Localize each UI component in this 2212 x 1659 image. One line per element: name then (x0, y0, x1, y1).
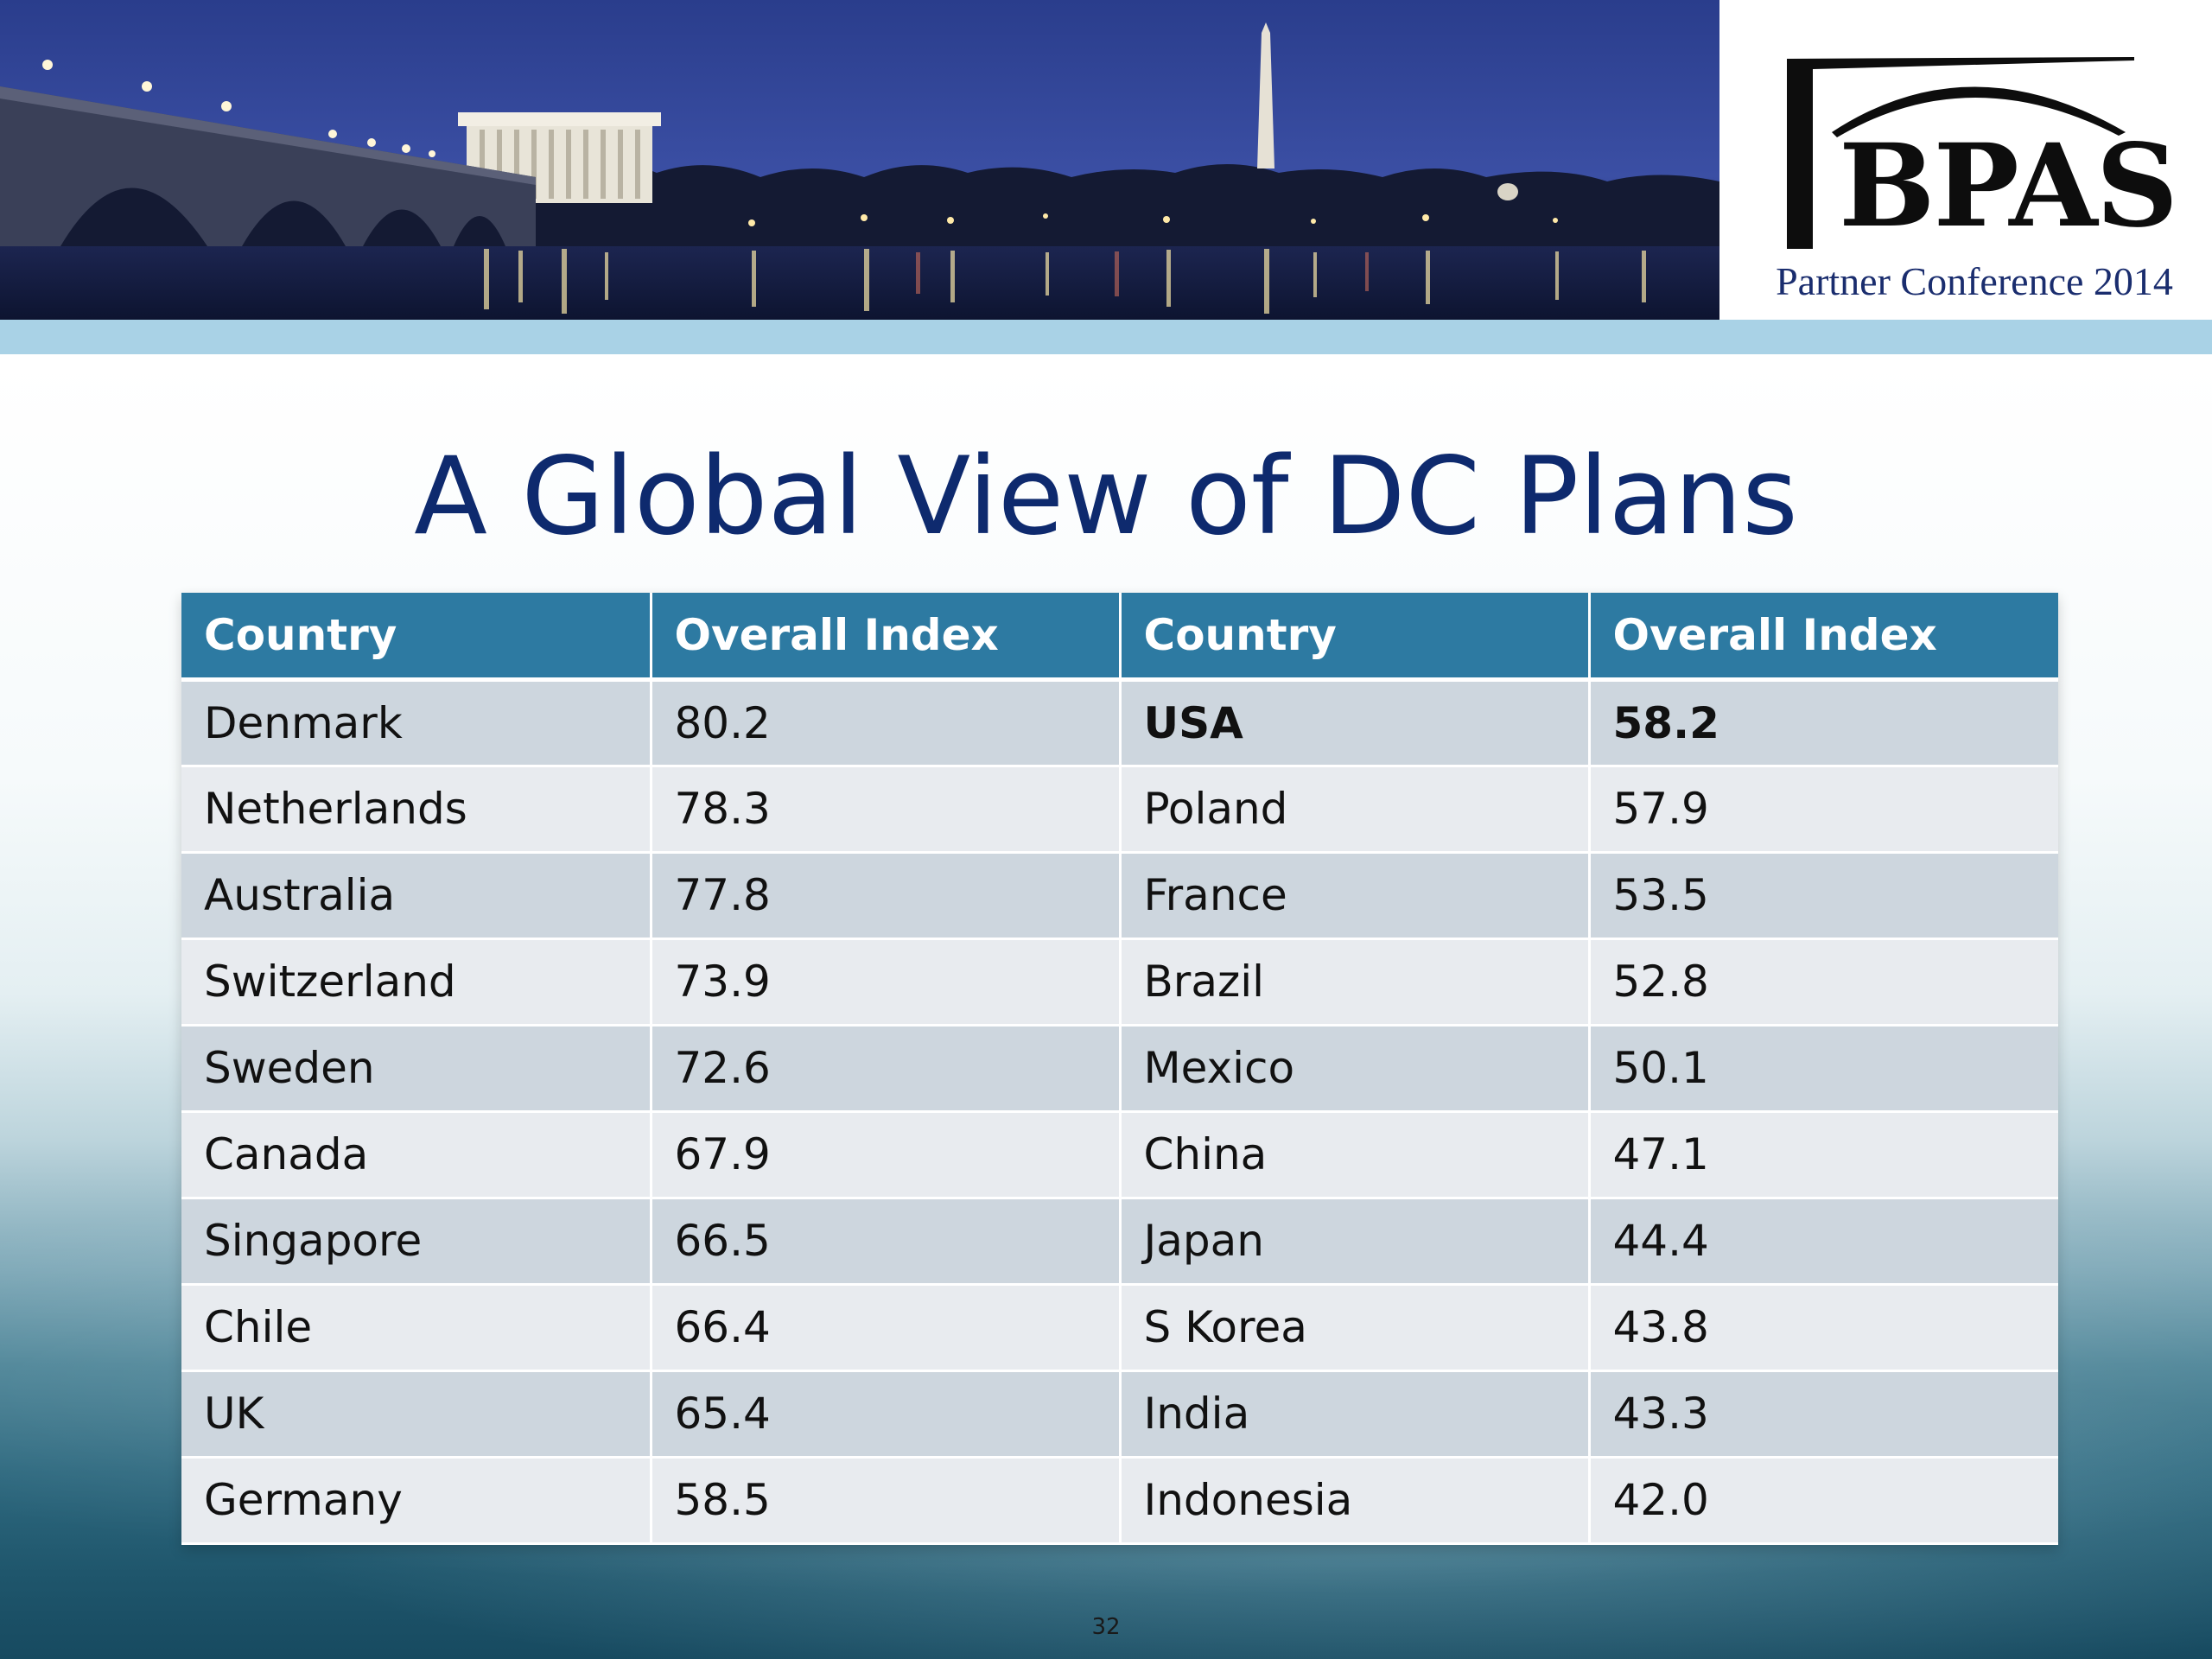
index-cell: 52.8 (1589, 938, 2058, 1027)
header-country-2: Country (1120, 593, 1591, 682)
page-number: 32 (1091, 1614, 1121, 1640)
table-row: Australia 77.8 France 53.5 (181, 852, 2058, 940)
country-cell: Australia (181, 852, 652, 940)
bpas-logo-text: BPAS (1839, 119, 2178, 253)
slide-title: A Global View of DC Plans (414, 435, 1798, 559)
country-cell: Brazil (1120, 938, 1591, 1027)
index-cell: 66.5 (651, 1198, 1122, 1286)
country-cell: Poland (1120, 766, 1591, 854)
table-row: Netherlands 78.3 Poland 57.9 (181, 766, 2058, 854)
index-cell: 80.2 (651, 679, 1122, 767)
table-row: Switzerland 73.9 Brazil 52.8 (181, 938, 2058, 1027)
index-cell: 47.1 (1589, 1111, 2058, 1199)
index-cell: 50.1 (1589, 1025, 2058, 1113)
dc-plan-index-table: Country Overall Index Country Overall In… (181, 593, 2058, 1545)
index-cell: 43.8 (1589, 1284, 2058, 1372)
index-cell: 44.4 (1589, 1198, 2058, 1286)
index-cell: 65.4 (651, 1370, 1122, 1459)
index-cell: 57.9 (1589, 766, 2058, 854)
index-cell: 77.8 (651, 852, 1122, 940)
index-cell: 72.6 (651, 1025, 1122, 1113)
country-cell: Indonesia (1120, 1457, 1591, 1545)
country-cell: Chile (181, 1284, 652, 1372)
country-cell: Japan (1120, 1198, 1591, 1286)
table-row: Singapore 66.5 Japan 44.4 (181, 1198, 2058, 1286)
country-cell: Netherlands (181, 766, 652, 854)
table-row: Canada 67.9 China 47.1 (181, 1111, 2058, 1199)
country-cell: Mexico (1120, 1025, 1591, 1113)
table-header-row: Country Overall Index Country Overall In… (181, 593, 2058, 682)
country-cell: China (1120, 1111, 1591, 1199)
index-cell: 78.3 (651, 766, 1122, 854)
country-cell: Germany (181, 1457, 652, 1545)
index-cell: 43.3 (1589, 1370, 2058, 1459)
index-cell: 53.5 (1589, 852, 2058, 940)
country-cell-emphasized: USA (1120, 679, 1591, 767)
index-cell-emphasized: 58.2 (1589, 679, 2058, 767)
country-cell: Denmark (181, 679, 652, 767)
header-overall-index-1: Overall Index (651, 593, 1122, 682)
logo-subtitle: Partner Conference 2014 (1776, 259, 2173, 303)
header-overall-index-2: Overall Index (1589, 593, 2058, 682)
index-cell: 67.9 (651, 1111, 1122, 1199)
index-cell: 42.0 (1589, 1457, 2058, 1545)
country-cell: France (1120, 852, 1591, 940)
washington-night-photo (0, 0, 1719, 320)
table-row: Denmark 80.2 USA 58.2 (181, 679, 2058, 767)
country-cell: Sweden (181, 1025, 652, 1113)
index-cell: 66.4 (651, 1284, 1122, 1372)
bpas-logo-mark (1787, 57, 2134, 249)
country-cell: S Korea (1120, 1284, 1591, 1372)
table-row: UK 65.4 India 43.3 (181, 1370, 2058, 1459)
header-banner: BPAS Partner Conference 2014 (0, 0, 2212, 354)
table-row: Chile 66.4 S Korea 43.8 (181, 1284, 2058, 1372)
index-cell: 58.5 (651, 1457, 1122, 1545)
table-row: Germany 58.5 Indonesia 42.0 (181, 1457, 2058, 1545)
header-country-1: Country (181, 593, 652, 682)
country-cell: Singapore (181, 1198, 652, 1286)
index-cell: 73.9 (651, 938, 1122, 1027)
country-cell: Switzerland (181, 938, 652, 1027)
banner-stripe (0, 320, 2212, 354)
country-cell: UK (181, 1370, 652, 1459)
country-cell: Canada (181, 1111, 652, 1199)
table-row: Sweden 72.6 Mexico 50.1 (181, 1025, 2058, 1113)
country-cell: India (1120, 1370, 1591, 1459)
